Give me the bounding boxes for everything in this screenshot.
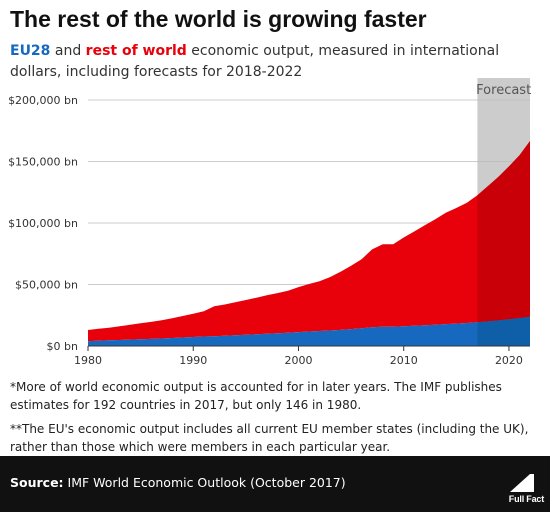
x-tick-label: 2010 [390,354,418,367]
y-tick-label: $100,000 bn [8,217,78,230]
series-eu28-area [88,316,530,346]
source-label: Source: [10,475,64,490]
chart-title: The rest of the world is growing faster [10,6,427,32]
x-tick-label: 1990 [179,354,207,367]
series-eu28-forecast-area [477,316,530,346]
subtitle-eu-label: EU28 [10,43,51,59]
x-tick-label: 2000 [284,354,312,367]
series-rest-of-world-area [88,141,530,342]
source-bar: Source: IMF World Economic Outlook (Octo… [0,456,550,512]
subtitle-row-label: rest of world [85,43,187,59]
footnotes: *More of world economic output is accoun… [10,378,540,462]
y-tick-label: $50,000 bn [15,279,78,292]
forecast-label: Forecast [476,83,531,98]
logo-text: Full Fact [508,494,544,504]
chart-subtitle: EU28 and rest of world economic output, … [10,41,545,83]
subtitle-rest: economic output, measured in internation… [10,43,500,80]
footnote-2: **The EU's economic output includes all … [10,422,529,454]
footnote-1: *More of world economic output is accoun… [10,380,502,412]
area-chart: Forecast $0 bn $50,000 bn $100,000 bn $150,… [8,78,531,367]
x-tick-label: 2020 [495,354,523,367]
full-fact-logo-icon [510,474,534,492]
source-value: IMF World Economic Outlook (October 2017… [63,475,346,490]
source-text: Source: IMF World Economic Outlook (Octo… [10,474,346,492]
x-tick-label: 1980 [74,354,102,367]
y-tick-label: $150,000 bn [8,156,78,169]
y-tick-label: $0 bn [47,340,78,353]
y-tick-label: $200,000 bn [8,94,78,107]
subtitle-and: and [50,43,86,59]
series-rest-of-world-forecast-area [477,141,530,323]
